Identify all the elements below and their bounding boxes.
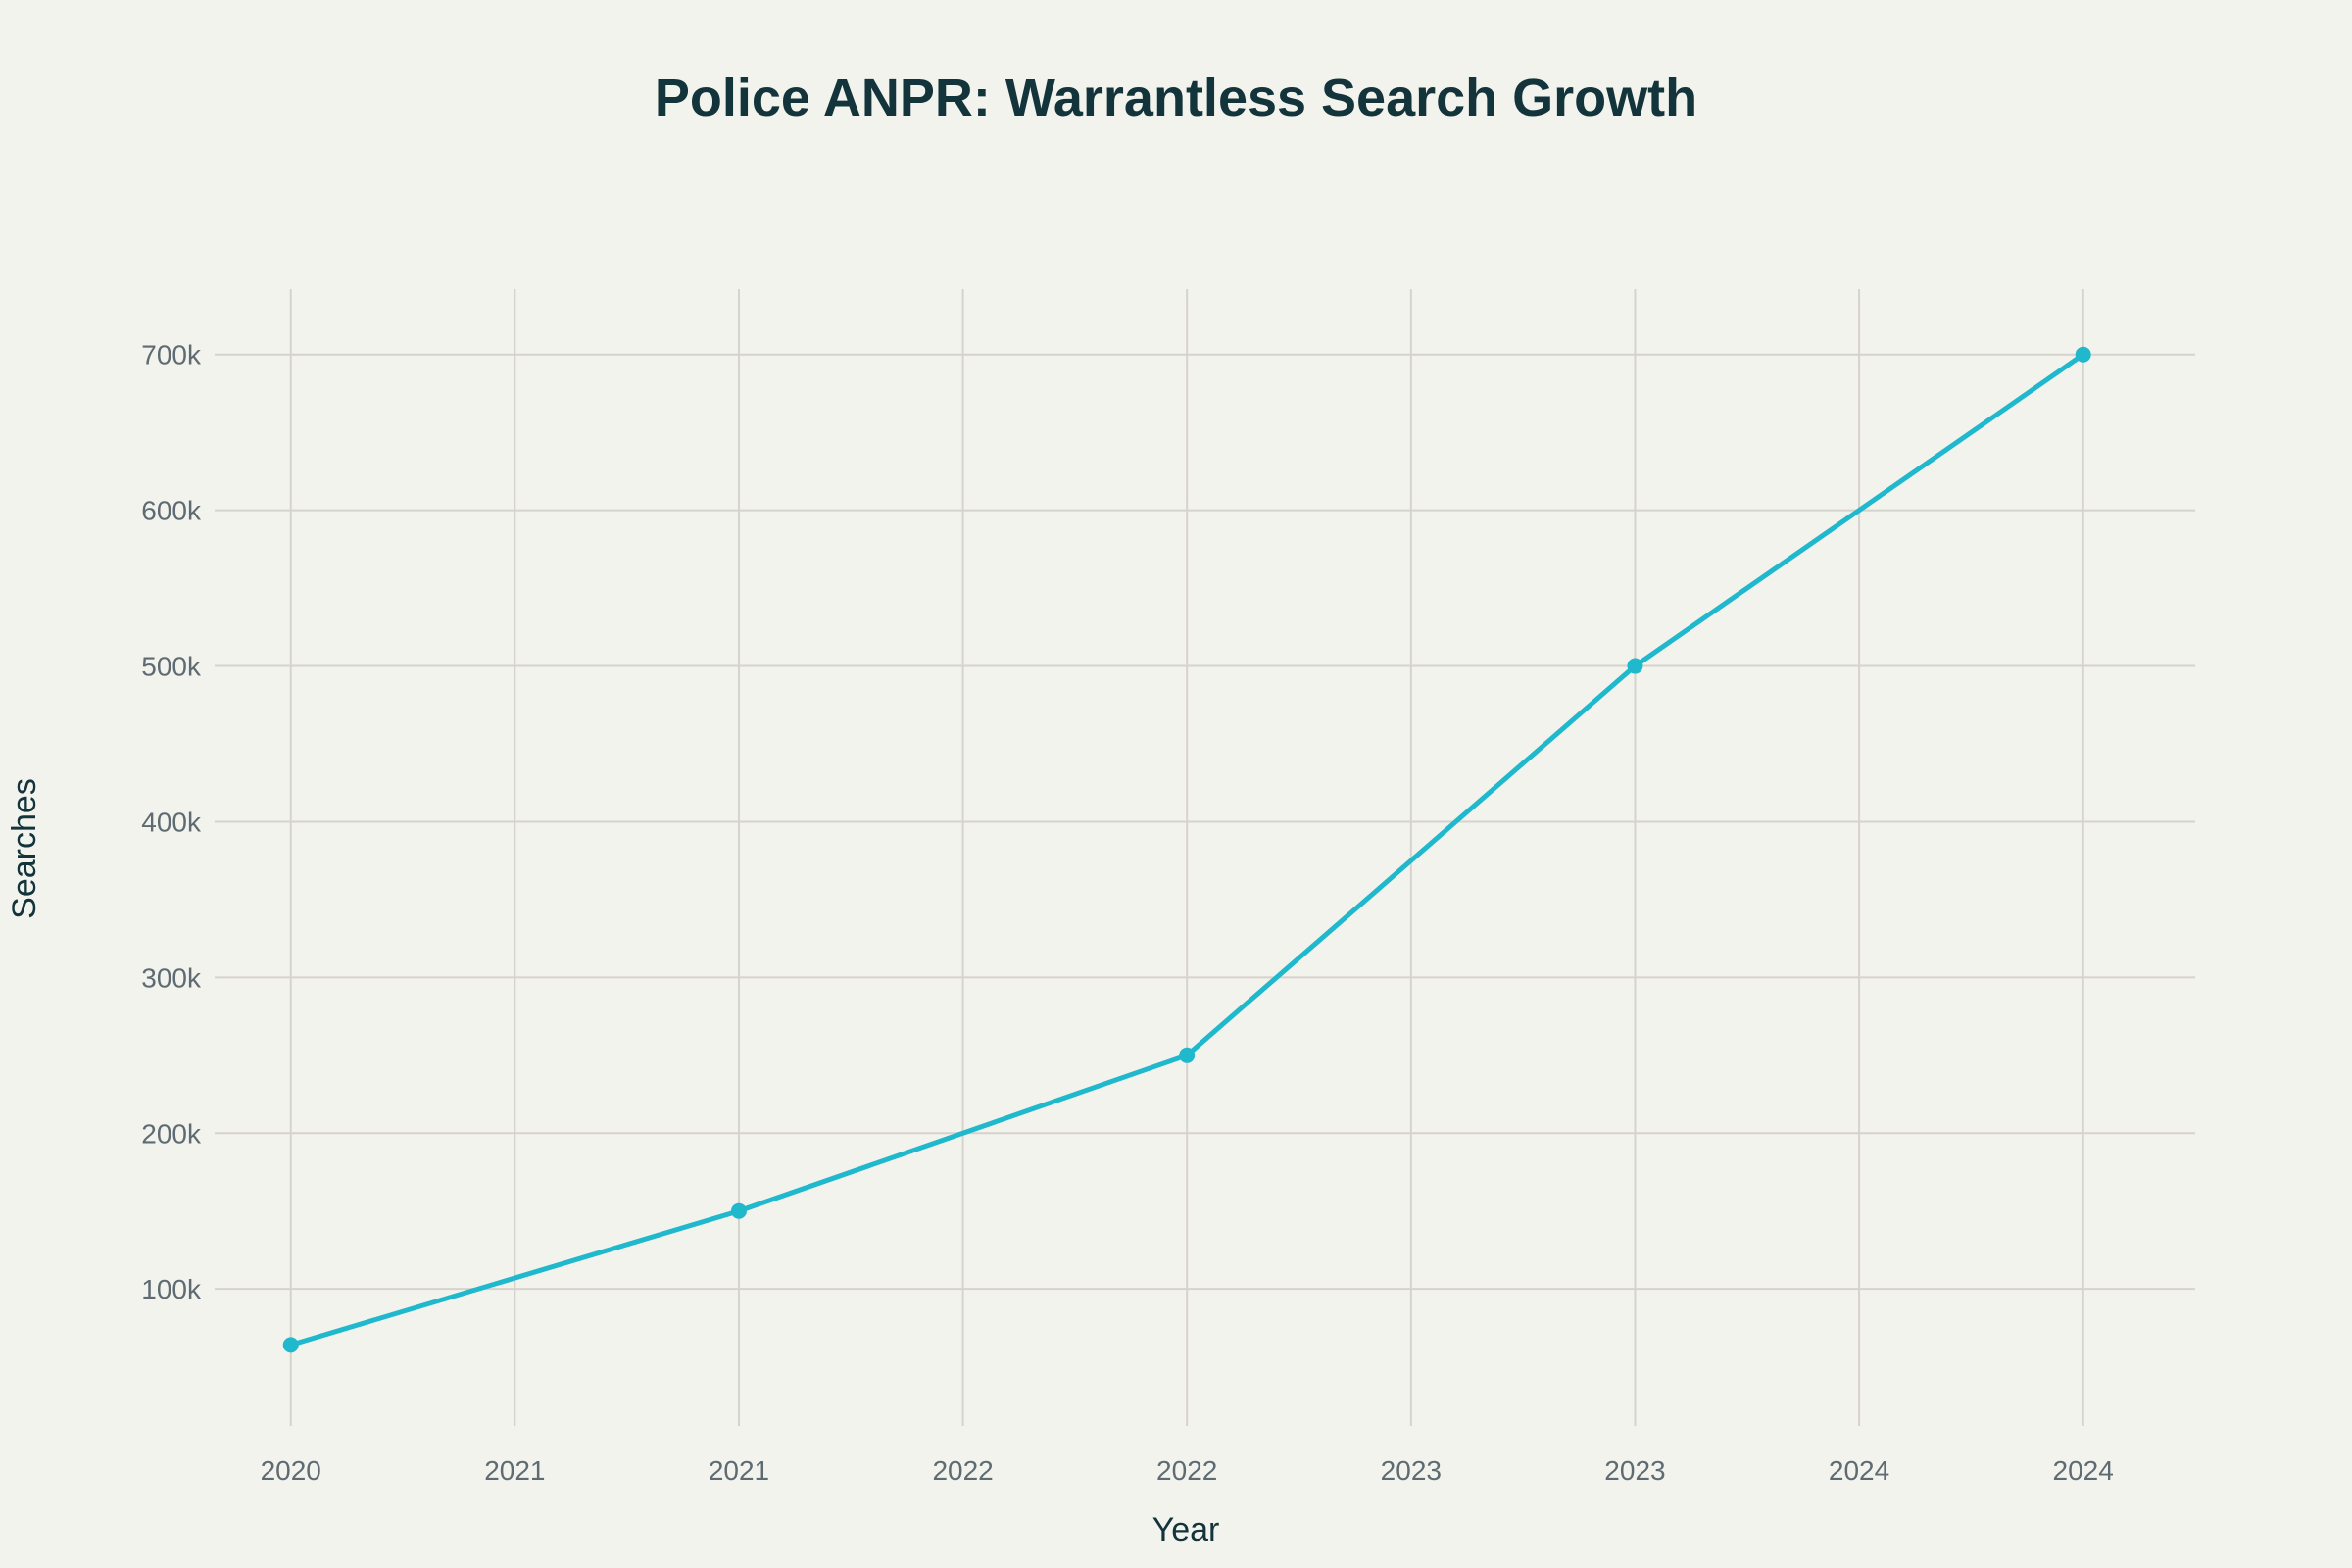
y-axis-title: Searches (6, 778, 43, 919)
x-tick-label: 2022 (1156, 1455, 1217, 1486)
y-tick-label: 600k (141, 496, 202, 526)
x-tick-label: 2022 (932, 1455, 993, 1486)
x-tick-label: 2024 (2053, 1455, 2114, 1486)
data-point (1179, 1047, 1196, 1063)
x-tick-label: 2021 (484, 1455, 545, 1486)
y-tick-label: 500k (141, 652, 202, 682)
y-tick-label: 700k (141, 340, 202, 370)
data-point (282, 1337, 299, 1353)
x-tick-label: 2020 (261, 1455, 321, 1486)
data-point (730, 1202, 747, 1219)
y-tick-label: 200k (141, 1118, 202, 1149)
x-tick-label: 2021 (709, 1455, 769, 1486)
y-tick-label: 400k (141, 807, 202, 837)
x-tick-label: 2023 (1381, 1455, 1442, 1486)
x-axis-title: Year (1152, 1511, 1220, 1548)
y-tick-label: 300k (141, 962, 202, 993)
data-point (2075, 346, 2091, 363)
chart-title: Police ANPR: Warrantless Search Growth (655, 69, 1697, 127)
x-tick-label: 2023 (1604, 1455, 1665, 1486)
series (282, 346, 2091, 1353)
y-tick-label: 100k (141, 1274, 202, 1304)
x-tick-label: 2024 (1829, 1455, 1889, 1486)
data-point (1627, 658, 1643, 674)
tick-labels: 100k 200k 300k 400k 500k 600k 700k 2020 2021 2021… (141, 340, 2114, 1486)
